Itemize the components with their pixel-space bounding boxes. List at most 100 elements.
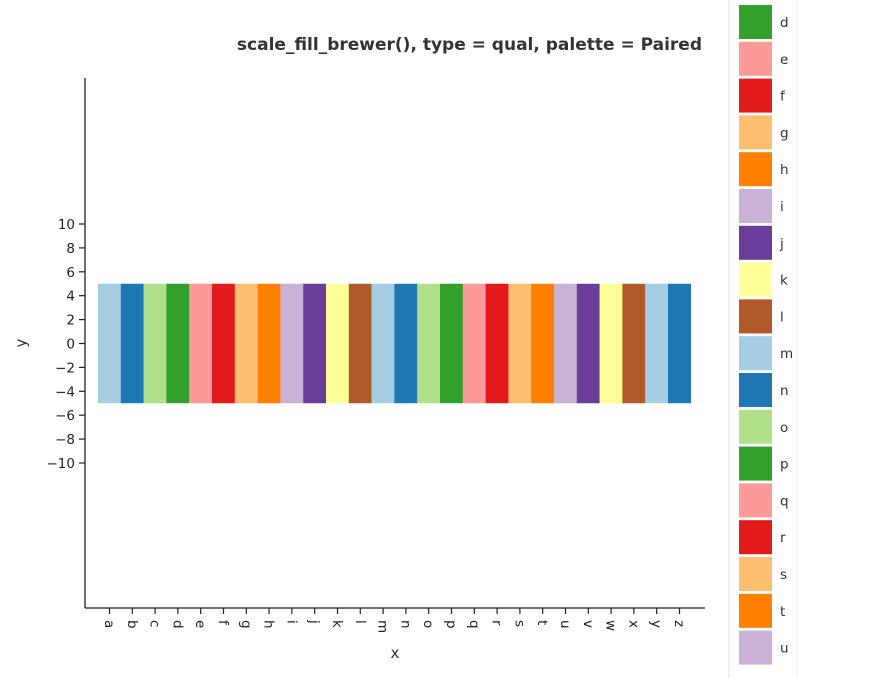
y-tick-label: 2 (66, 313, 75, 329)
x-axis-title: x (391, 644, 400, 662)
x-tick-label: l (352, 620, 368, 624)
legend-items: d e f g h i j k l m n o p q r s t u (739, 5, 793, 665)
legend-key-d (739, 5, 772, 39)
legend-label-p: p (780, 457, 789, 473)
legend-key-j (739, 225, 772, 260)
legend-label-m: m (780, 346, 793, 362)
y-ticks: −10 −8 −6 −4 −2 0 2 4 6 8 10 (47, 217, 85, 472)
bar-x (622, 283, 646, 404)
legend-label-g: g (780, 125, 789, 141)
legend-label-o: o (780, 420, 788, 436)
legend-key-r (739, 520, 772, 555)
bar-q (462, 283, 486, 404)
legend-label-j: j (779, 236, 784, 252)
bar-m (371, 283, 395, 404)
y-tick-label: −4 (55, 384, 75, 400)
x-tick-label: b (124, 620, 140, 629)
legend-label-e: e (780, 52, 788, 68)
legend-key-e (739, 41, 772, 76)
y-tick-label: −10 (47, 456, 76, 472)
legend-key-f (739, 78, 772, 113)
y-axis-title: y (12, 338, 30, 347)
x-tick-label: g (238, 620, 254, 629)
bar-b (120, 283, 144, 404)
x-tick-label: m (375, 620, 391, 633)
x-tick-label: v (580, 620, 596, 628)
y-tick-label: 8 (66, 241, 75, 257)
x-tick-label: s (511, 620, 527, 627)
legend-key-k (739, 262, 772, 297)
bar-f (212, 283, 235, 404)
x-tick-label: q (466, 620, 482, 629)
legend-label-h: h (780, 162, 789, 178)
bar-v (576, 283, 600, 404)
x-tick-label: h (261, 620, 277, 629)
x-tick-label: p (443, 620, 459, 629)
bar-i (280, 283, 304, 404)
x-tick-label: x (625, 620, 641, 628)
bar-k (326, 283, 349, 404)
legend-key-l (739, 299, 772, 334)
x-tick-label: e (192, 620, 208, 628)
legend-label-t: t (780, 604, 785, 620)
legend-key-t (739, 593, 772, 628)
legend-label-i: i (780, 199, 784, 215)
x-tick-label: r (489, 620, 505, 626)
x-tick-label: i (283, 620, 299, 624)
y-tick-label: 4 (66, 289, 75, 305)
x-tick-label: k (329, 620, 345, 628)
x-tick-label: u (557, 620, 573, 629)
legend-label-f: f (780, 89, 786, 105)
legend-label-q: q (780, 493, 789, 509)
bar-y (645, 283, 669, 404)
y-tick-label: −6 (55, 408, 75, 424)
x-tick-label: f (215, 620, 231, 626)
y-tick-label: 10 (58, 217, 75, 233)
y-tick-label: 6 (66, 265, 75, 281)
y-tick-label: −2 (55, 360, 75, 376)
bar-r (485, 283, 509, 404)
legend-key-m (739, 336, 772, 371)
x-tick-label: t (534, 620, 550, 625)
legend-label-r: r (780, 530, 786, 546)
bar-p (440, 283, 463, 404)
legend-key-g (739, 115, 772, 150)
legend-key-h (739, 152, 772, 187)
legend-key-i (739, 189, 772, 223)
bars (98, 283, 691, 404)
bar-o (417, 283, 441, 404)
bar-l (348, 283, 372, 404)
x-tick-label: n (397, 620, 413, 629)
bar-n (394, 283, 418, 404)
bar-s (508, 283, 532, 404)
bar-z (668, 283, 691, 404)
legend: d e f g h i j k l m n o p q r s t u (728, 0, 798, 678)
legend-key-o (739, 409, 772, 444)
x-tick-label: o (420, 620, 436, 628)
x-tick-label: c (147, 620, 163, 627)
legend-label-d: d (780, 15, 789, 31)
x-tick-label: z (671, 620, 687, 627)
legend-key-q (739, 483, 772, 518)
x-tick-label: y (648, 620, 664, 628)
x-tick-label: d (169, 620, 185, 629)
legend-label-l: l (780, 309, 784, 325)
x-tick-label: j (306, 619, 322, 624)
y-tick-label: 0 (66, 337, 75, 353)
legend-key-u (739, 630, 772, 665)
bar-j (303, 283, 327, 404)
x-tick-label: a (101, 620, 117, 628)
bar-h (257, 283, 281, 404)
bar-a (98, 283, 121, 404)
legend-label-n: n (780, 383, 789, 399)
legend-label-k: k (780, 273, 788, 289)
x-tick-label: w (603, 620, 619, 631)
legend-key-p (739, 446, 772, 481)
chart-title: scale_fill_brewer(), type = qual, palett… (237, 35, 702, 55)
bar-e (189, 283, 213, 404)
bar-d (166, 283, 190, 404)
y-tick-label: −8 (55, 432, 75, 448)
